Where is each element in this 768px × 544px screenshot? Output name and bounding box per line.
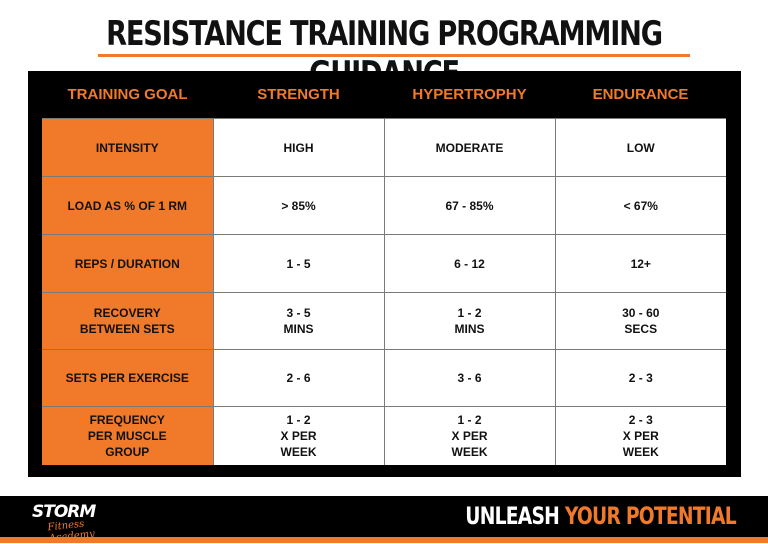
endurance-cell: 12+ [554,234,726,293]
guidance-table: TRAINING GOAL STRENGTH HYPERTROPHY ENDUR… [42,71,726,465]
hypertrophy-cell: 67 - 85% [383,176,556,235]
strength-cell: 2 - 6 [212,349,385,407]
tagline-white: UNLEASH [465,502,560,530]
table-row: SETS PER EXERCISE 2 - 6 3 - 6 2 - 3 [42,349,726,407]
row-label: LOAD AS % OF 1 RM [42,176,214,235]
footer-accent-strip [0,537,768,543]
guidance-table-board: TRAINING GOAL STRENGTH HYPERTROPHY ENDUR… [28,71,741,477]
strength-cell: > 85% [212,176,385,235]
footer-bar: STORM Fitness Academy UNLEASH YOUR POTEN… [0,496,768,544]
row-label: SETS PER EXERCISE [42,349,214,407]
endurance-cell: 30 - 60 SECS [554,292,726,350]
hypertrophy-cell: 3 - 6 [383,349,556,407]
logo-wordmark: STORM [32,502,96,522]
title-underline [98,54,690,57]
header-row: TRAINING GOAL STRENGTH HYPERTROPHY ENDUR… [42,71,726,119]
hypertrophy-cell: MODERATE [383,118,556,177]
tagline: UNLEASH YOUR POTENTIAL [465,501,736,531]
table-row: RECOVERY BETWEEN SETS 3 - 5 MINS 1 - 2 MINS… [42,292,726,350]
hypertrophy-cell: 1 - 2 MINS [383,292,556,350]
strength-cell: HIGH [212,118,385,177]
table-row: REPS / DURATION 1 - 5 6 - 12 12+ [42,234,726,293]
header-training-goal: TRAINING GOAL [67,86,188,103]
header-endurance: ENDURANCE [592,86,689,103]
hypertrophy-cell: 6 - 12 [383,234,556,293]
strength-cell: 3 - 5 MINS [212,292,385,350]
header-strength: STRENGTH [257,86,340,103]
row-label: RECOVERY BETWEEN SETS [42,292,214,350]
endurance-cell: < 67% [554,176,726,235]
row-label: REPS / DURATION [42,234,214,293]
storm-logo: STORM Fitness Academy [32,502,132,544]
header-hypertrophy: HYPERTROPHY [412,86,527,103]
endurance-cell: 2 - 3 [554,349,726,407]
strength-cell: 1 - 5 [212,234,385,293]
tagline-orange: YOUR POTENTIAL [564,502,737,530]
table-row: INTENSITY HIGH MODERATE LOW [42,118,726,177]
endurance-cell: LOW [554,118,726,177]
row-label: INTENSITY [42,118,214,177]
table-row: LOAD AS % OF 1 RM > 85% 67 - 85% < 67% [42,176,726,235]
row-label: FREQUENCY PER MUSCLE GROUP [42,406,214,465]
